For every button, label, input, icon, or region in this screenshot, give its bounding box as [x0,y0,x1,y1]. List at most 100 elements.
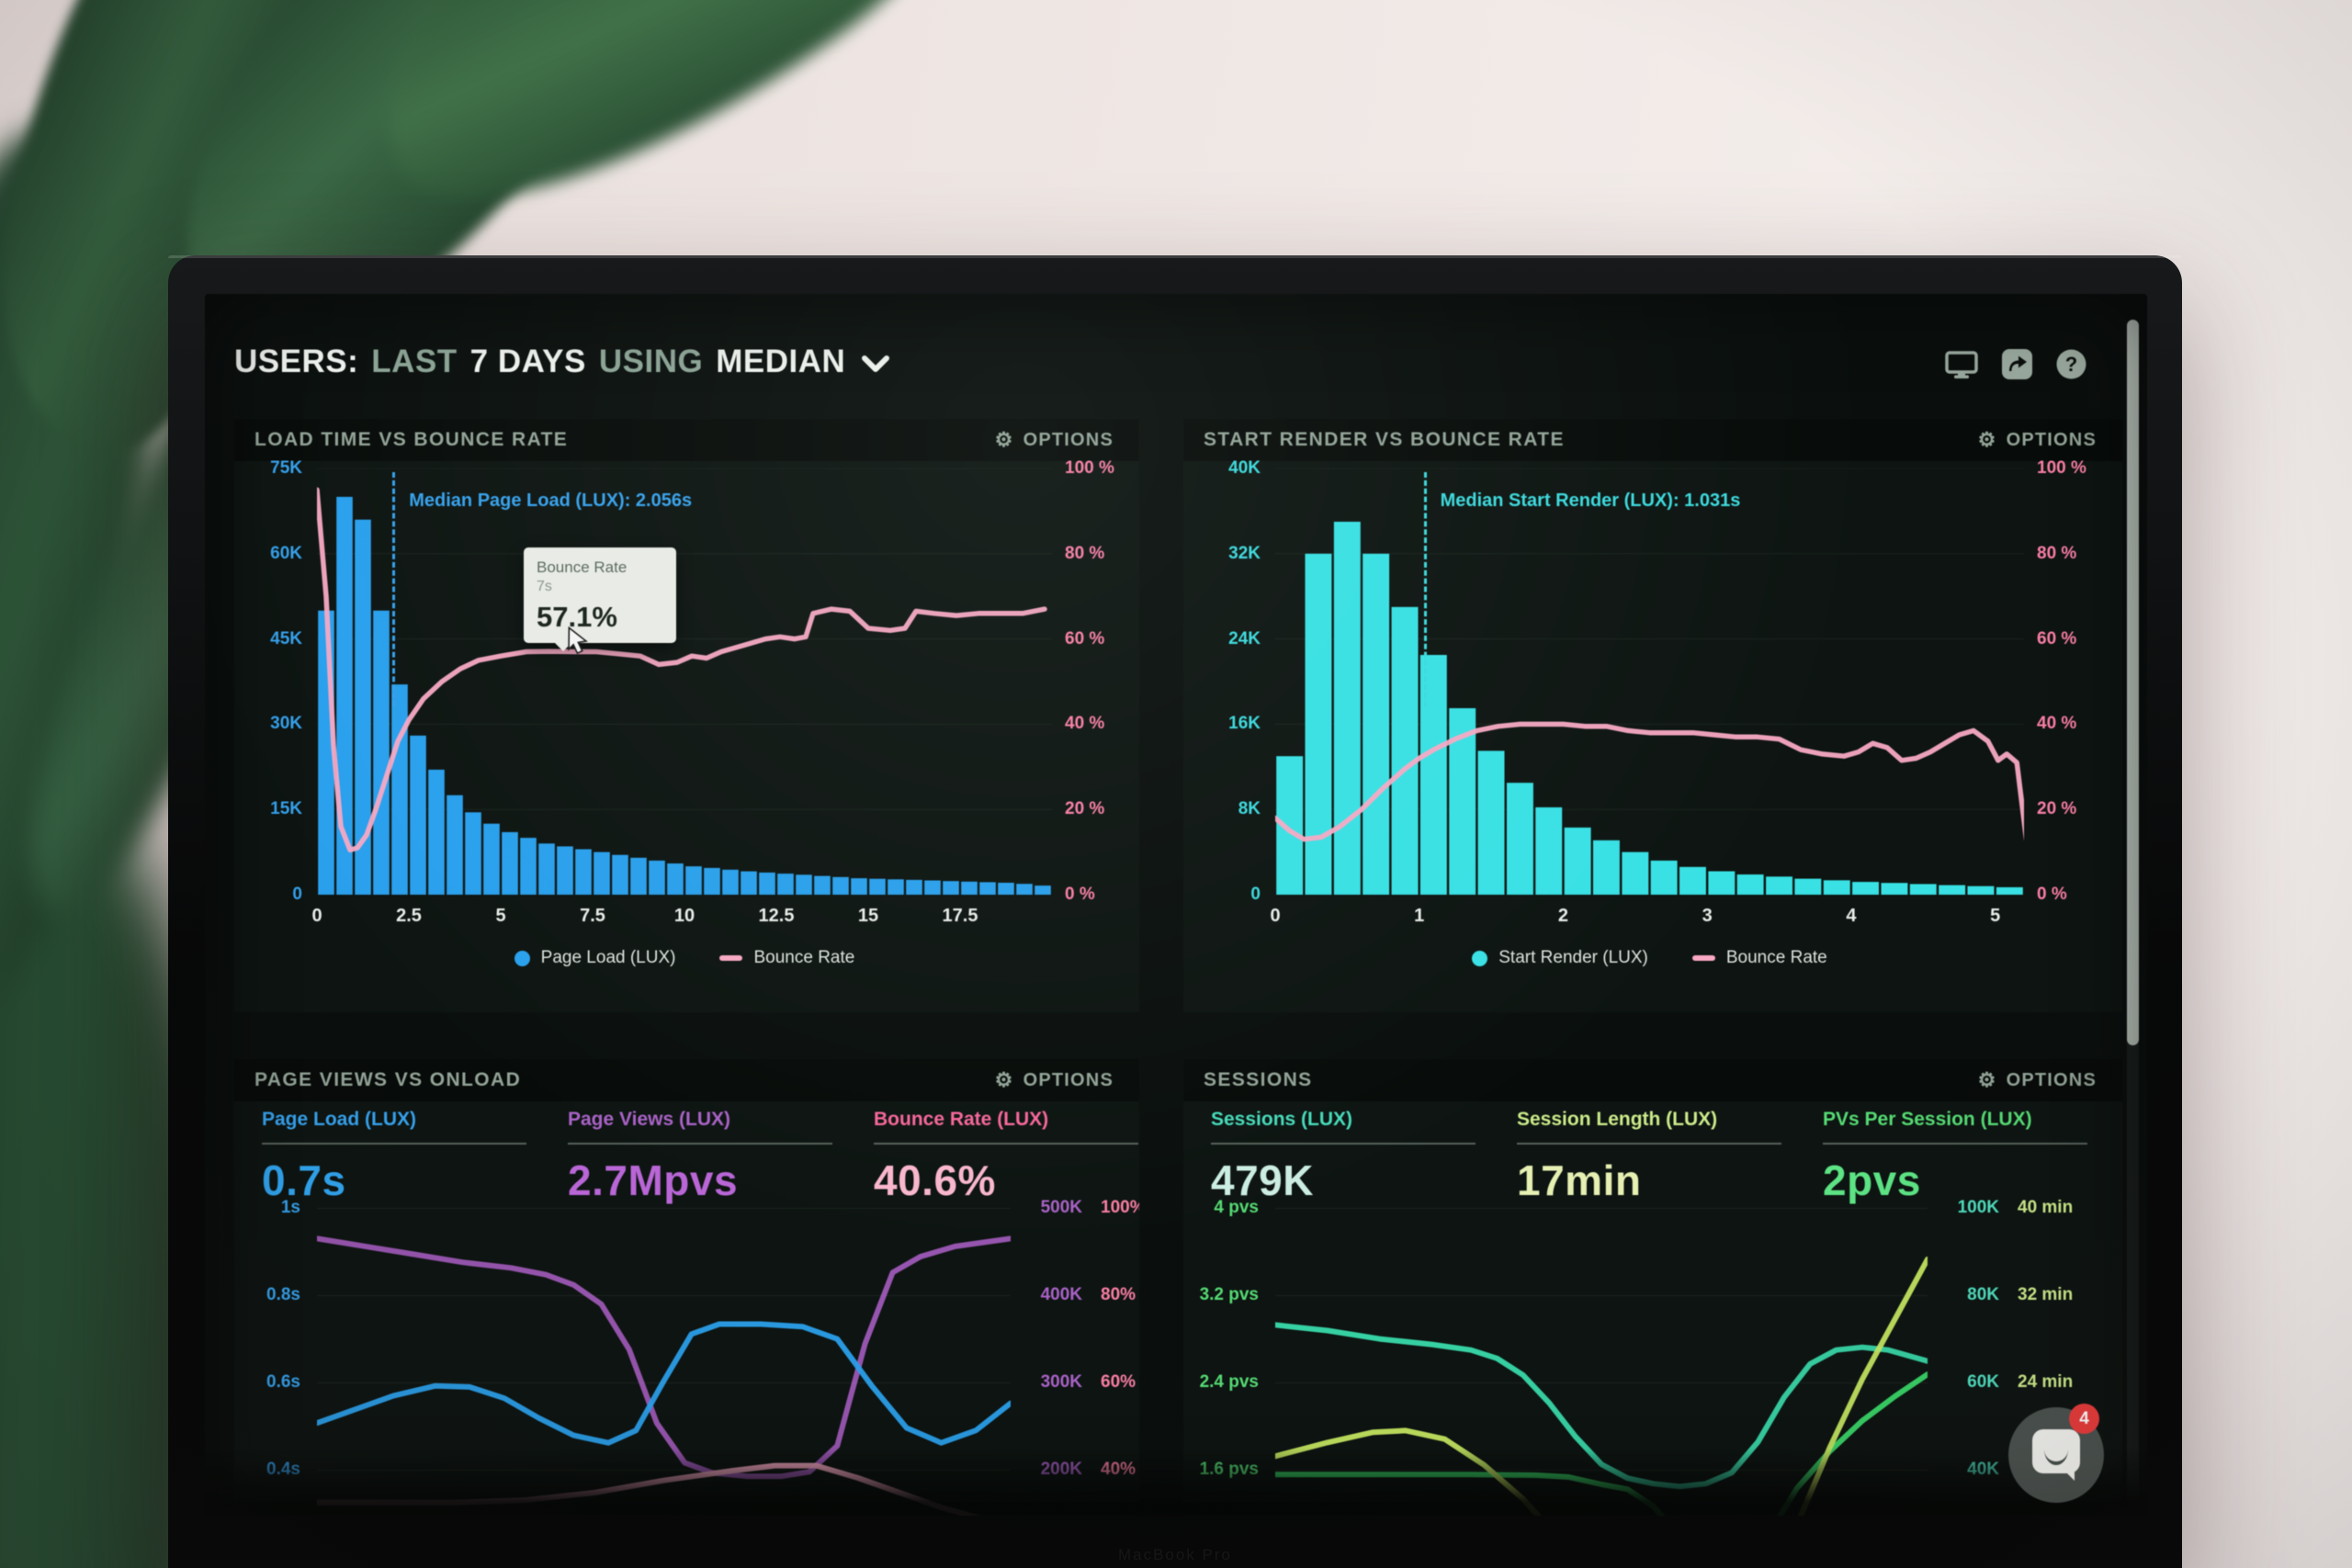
y-axis-label: 20 % [1065,799,1105,819]
metric-label: Sessions (LUX) [1211,1109,1353,1130]
gridline [317,1295,1011,1296]
y-axis-label: 80 % [2037,543,2077,563]
title-part: MEDIAN [716,344,846,379]
legend-item: Bounce Rate [719,948,854,968]
x-axis: 0 2.5 5 7.5 10 12.5 15 17.5 [311,900,1052,928]
plot-area[interactable] [1275,1204,1928,1516]
histogram-chart [317,468,1052,895]
x-tick-label: 4 [1846,906,1857,926]
metric-value: 2.7Mpvs [568,1156,739,1204]
gear-icon: ⚙ [1977,428,1997,451]
y-axis-left: 4 pvs 3.2 pvs 2.4 pvs 1.6 pvs [1183,1198,1266,1480]
panel-title: PAGE VIEWS VS ONLOAD [254,1069,522,1090]
y-axis-label-pair: 500K 100% [1023,1198,1139,1218]
dashboard-screen: USERS: LAST 7 DAYS USING MEDIAN [205,294,2147,1516]
tooltip-series-label: Bounce Rate [537,558,628,576]
options-button[interactable]: ⚙ OPTIONS [989,429,1119,452]
y-axis-label-pair: 60K 24 min [1940,1372,2073,1393]
legend-item: Page Load (LUX) [514,948,675,968]
mouse-cursor [568,626,588,655]
panel-page-views-vs-onload: PAGE VIEWS VS ONLOAD ⚙ OPTIONS Page Load… [234,1059,1139,1516]
y-axis-label: 75K [270,458,302,478]
y-axis-label: 0 [292,885,302,904]
scrollbar-thumb[interactable] [2127,320,2139,1045]
metric-label: Page Views (LUX) [568,1109,731,1130]
legend: Page Load (LUX) Bounce Rate [317,948,1052,968]
y-axis-label: 500K [1040,1198,1082,1217]
metric: Bounce Rate (LUX) 40.6% [874,1109,1139,1205]
options-button[interactable]: ⚙ OPTIONS [1973,1069,2102,1092]
y-axis-label: 100 % [2037,458,2086,478]
median-line [1423,472,1427,707]
metric-label: Page Load (LUX) [262,1109,417,1130]
y-axis-label: 100 % [1065,458,1114,478]
metrics-row: Sessions (LUX) 479K Session Length (LUX) 17… [1211,1109,2122,1205]
y-axis-label: 60% [1101,1372,1136,1392]
gear-icon: ⚙ [1977,1068,1997,1091]
y-axis-label: 40 % [1065,714,1105,734]
legend-item: Start Render (LUX) [1472,948,1648,968]
x-tick-label: 17.5 [942,906,978,926]
x-tick-label: 15 [857,906,879,926]
chat-bubble-icon [2032,1429,2080,1481]
y-axis-label: 32 min [2018,1285,2074,1304]
metric-value: 479K [1211,1156,1314,1204]
y-axis-label: 60 % [1065,628,1105,649]
tooltip-value: 57.1% [537,601,617,633]
metric: PVs Per Session (LUX) 2pvs [1823,1109,2122,1205]
display-icon[interactable] [1945,350,1978,381]
dash-swatch [719,955,743,961]
y-axis-label: 0.6s [266,1372,300,1392]
y-axis-label: 40 min [2018,1198,2074,1217]
panel-load-time-vs-bounce-rate: LOAD TIME VS BOUNCE RATE ⚙ OPTIONS 75K 60… [234,419,1139,1012]
options-label: OPTIONS [2006,1069,2097,1090]
y-axis-right: 500K 100% 400K 80% 300K 60% 200K 40% [1023,1198,1139,1480]
gridline [317,1470,1011,1471]
metric-underline [1517,1143,1781,1145]
title-part: USERS: [234,344,359,379]
panel-start-render-vs-bounce-rate: START RENDER VS BOUNCE RATE ⚙ OPTIONS 40… [1183,419,2122,1012]
legend-label: Start Render (LUX) [1498,948,1648,967]
gridline [1275,1208,1928,1209]
y-axis-label: 40K [1967,1460,1999,1479]
y-axis-label: 0 % [2037,885,2067,904]
options-label: OPTIONS [1023,1069,1114,1090]
metric-underline [1211,1143,1476,1145]
y-axis-label-pair: 200K 40% [1023,1460,1136,1480]
y-axis-left: 40K 32K 24K 16K 8K 0 [1183,458,1268,904]
chevron-down-icon[interactable] [862,355,890,374]
title-part: USING [598,344,704,379]
y-axis-label: 16K [1228,714,1261,734]
chat-widget-button[interactable]: 4 [2008,1404,2104,1503]
legend-label: Bounce Rate [1725,948,1827,967]
y-axis-label: 15K [270,799,302,819]
y-axis-label: 8K [1238,799,1261,819]
metric: Page Load (LUX) 0.7s [262,1109,568,1205]
dashboard-title[interactable]: USERS: LAST 7 DAYS USING MEDIAN [234,338,890,386]
y-axis-label: 4 pvs [1214,1198,1259,1217]
plot-area[interactable] [317,1204,1011,1516]
y-axis-label: 0.4s [266,1460,300,1479]
options-button[interactable]: ⚙ OPTIONS [989,1069,1119,1092]
x-tick-label: 1 [1414,906,1425,926]
plot-area[interactable]: Median Page Load (LUX): 2.056s [317,468,1052,895]
metric: Sessions (LUX) 479K [1211,1109,1517,1205]
median-label: Median Page Load (LUX): 2.056s [409,491,693,511]
y-axis-label: 24K [1228,628,1261,649]
metrics-row: Page Load (LUX) 0.7s Page Views (LUX) 2.7Mp… [262,1109,1139,1205]
metric-label: Session Length (LUX) [1517,1109,1718,1130]
x-tick-label: 3 [1702,906,1713,926]
x-tick-label: 12.5 [758,906,795,926]
gridline [1275,1382,1928,1383]
y-axis-label: 20 % [2037,799,2077,819]
help-icon[interactable]: ? [2056,349,2086,382]
share-icon[interactable] [2002,349,2032,382]
y-axis-left: 75K 60K 45K 30K 15K 0 [234,458,310,904]
dot-swatch [1472,950,1488,966]
panel-sessions: SESSIONS ⚙ OPTIONS Sessions (LUX) 479K Ses… [1183,1059,2122,1516]
y-axis-label: 1s [280,1198,300,1217]
metric: Session Length (LUX) 17min [1517,1109,1823,1205]
chart-tooltip: Bounce Rate 7s 57.1% [524,547,676,651]
plot-area[interactable]: Median Start Render (LUX): 1.031s [1275,468,2024,895]
options-button[interactable]: ⚙ OPTIONS [1973,429,2102,452]
